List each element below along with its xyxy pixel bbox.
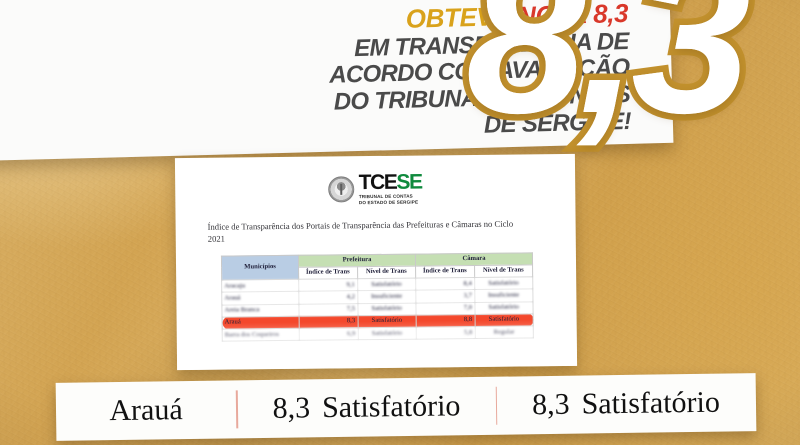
cell-municipio: Aracaju xyxy=(221,279,299,293)
logo-text-block: TCESE TRIBUNAL DE CONTAS DO ESTADO DE SE… xyxy=(358,170,422,206)
cell-prefeitura-indice: 9,1 xyxy=(298,278,358,292)
cell-prefeitura-nivel: Satisfatório xyxy=(357,314,417,328)
cell-camara-indice: 5,8 xyxy=(416,326,475,340)
header-camara-indice: Índice de Trans xyxy=(415,265,475,279)
cell-prefeitura-indice: 4,2 xyxy=(298,291,358,304)
table-body: Aracaju 9,1 Satisfatório 8,4 Satisfatório Ara… xyxy=(221,276,534,342)
result-city: Arauá xyxy=(109,393,183,428)
cell-municipio: Barra dos Coqueiros xyxy=(222,328,300,342)
cell-camara-indice: 3,7 xyxy=(415,289,475,303)
cell-camara-indice: 8,4 xyxy=(415,277,475,291)
table-row: Barra dos Coqueiros 6,9 Satisfatório 5,8 Reg… xyxy=(222,325,534,342)
header-prefeitura-indice: Índice de Trans xyxy=(298,266,358,280)
result-camara-score: 8,3 xyxy=(531,387,570,422)
header-camara-nivel: Nível de Trans xyxy=(474,264,533,278)
logo-acronym: TCESE xyxy=(358,170,422,195)
cell-camara-indice: 7,0 xyxy=(415,302,475,315)
cell-municipio: Areia Branca xyxy=(221,303,300,317)
logo-subtitle: TRIBUNAL DE CONTAS DO ESTADO DE SERGIPE xyxy=(359,194,422,206)
cell-prefeitura-nivel: Insuficiente xyxy=(357,290,416,304)
cell-camara-indice: 8,8 xyxy=(416,314,475,328)
coat-of-arms-icon xyxy=(328,176,355,203)
cell-prefeitura-nivel: Satisfatório xyxy=(357,278,416,292)
cell-camara-nivel: Satisfatório xyxy=(474,276,533,290)
result-prefeitura: 8,3 Satisfatório xyxy=(237,389,495,427)
cell-camara-nivel: Insuficiente xyxy=(474,289,533,303)
cell-municipio: Arauá xyxy=(222,316,300,330)
logo-subtitle-line-2: DO ESTADO DE SERGIPE xyxy=(358,199,419,206)
logo-acronym-se: SE xyxy=(396,170,422,194)
result-camara: 8,3 Satisfatório xyxy=(497,385,755,423)
cell-prefeitura-indice: 6,9 xyxy=(299,327,358,341)
cell-prefeitura-nivel: Satisfatório xyxy=(357,302,417,316)
result-prefeitura-score: 8,3 xyxy=(272,391,311,425)
big-score-value: 8,3 xyxy=(466,0,751,158)
header-prefeitura-nivel: Nível de Trans xyxy=(357,265,416,279)
result-camara-level: Satisfatório xyxy=(581,385,721,421)
table-header: Municípios Prefeitura Câmara Índice de T… xyxy=(221,252,533,281)
cell-prefeitura-nivel: Satisfatório xyxy=(357,327,417,340)
cell-municipio: Arauá xyxy=(221,291,299,305)
transparency-index-table: Municípios Prefeitura Câmara Índice de T… xyxy=(221,252,534,342)
report-title: Índice de Transparência dos Portais de T… xyxy=(207,218,514,244)
tcese-logo: TCESE TRIBUNAL DE CONTAS DO ESTADO DE SE… xyxy=(175,170,575,208)
cell-camara-nivel: Satisfatório xyxy=(474,313,534,327)
cell-prefeitura-indice: 8,3 xyxy=(299,315,358,329)
cell-camara-nivel: Satisfatório xyxy=(474,301,534,315)
logo-acronym-tce: TCE xyxy=(358,170,397,195)
big-score-outline: 8,3 xyxy=(460,0,758,158)
cell-prefeitura-indice: 7,5 xyxy=(298,303,358,317)
result-prefeitura-level: Satisfatório xyxy=(321,389,461,425)
cell-camara-nivel: Regular xyxy=(474,325,534,339)
result-summary-bar: Arauá 8,3 Satisfatório 8,3 Satisfatório xyxy=(55,373,757,441)
header-municipios: Municípios xyxy=(221,254,299,281)
report-document-card: TCESE TRIBUNAL DE CONTAS DO ESTADO DE SE… xyxy=(174,153,578,371)
